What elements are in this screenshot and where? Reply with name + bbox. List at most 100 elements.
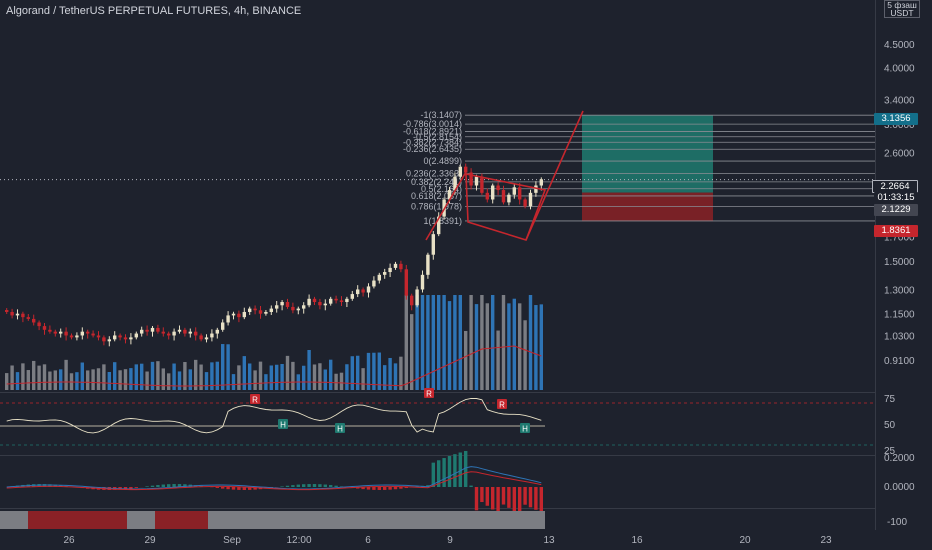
candle-body [296,308,300,311]
volume-bar [275,364,279,390]
macd-signal-line [6,471,542,491]
volume-bar [291,361,295,390]
candle-body [215,329,219,334]
stop-price-badge: 1.8361 [874,225,918,237]
volume-bar [150,361,155,390]
candle-body [118,335,122,338]
volume-bar [539,304,543,390]
candle-body [194,331,198,336]
macd-histogram-bar [534,487,538,510]
volume-bar [64,359,68,390]
volume-bar [221,344,225,390]
macd-histogram-bar [248,487,252,490]
volume-bar [32,360,36,390]
rsi-axis-label: 25 [884,446,896,457]
candle-body [64,331,68,336]
candle-body [350,294,354,299]
volume-bar [96,368,101,390]
candle-body [129,337,133,340]
volume-bar [442,295,446,390]
currency-unit[interactable]: 5 фзаш USDT [884,0,920,18]
unit-label: USDT [890,8,914,18]
rsi-axis-label: 50 [884,420,896,431]
volume-bar [458,295,462,390]
volume-bar [334,373,338,390]
volume-bar [21,363,25,390]
candle-body [512,187,516,195]
rsi-marker-label: R [252,396,258,405]
price-axis-label: 1.5000 [884,257,915,268]
candle-body [329,298,333,304]
candle-body [458,166,462,177]
volume-bar [118,370,122,390]
candle-body [399,263,403,270]
candle-body [420,274,425,290]
macd-histogram-bar [161,484,165,487]
volume-bar [269,365,273,390]
volume-bar [528,295,533,390]
macd-histogram-bar [134,487,138,488]
macd-histogram-bar [464,450,468,487]
fib-label: 0.5(2.164) [421,184,462,194]
volume-bar [48,371,52,390]
candle-body [156,327,160,332]
countdown-badge: 01:33:15 [874,192,918,204]
macd-histogram-bar [469,485,473,487]
candle-body [42,326,47,330]
candle-body [469,172,473,186]
time-axis-label: 26 [63,535,75,546]
volume-bar [410,314,414,390]
macd-histogram-bar [177,484,182,487]
rsi-axis-label: 75 [884,394,896,405]
candle-body [48,329,52,332]
macd-histogram-bar [53,484,57,487]
candle-body [226,315,230,323]
volume-bar [312,364,317,390]
volume-bar [75,372,79,390]
price-axis-label: 1.7000 [884,232,915,243]
rsi-marker-label: H [337,425,343,434]
macd-histogram-bar [307,484,311,487]
rsi-divergence-marker [335,423,345,433]
candle-body [134,333,138,338]
macd-histogram-bar [442,458,446,487]
candle-body [91,333,95,336]
volume-bar [237,365,241,390]
volume-bar [339,372,344,390]
candle-body [183,329,187,334]
volume-bar [210,362,214,390]
candle-body [258,310,263,314]
volume-bar [140,363,144,390]
candle-body [113,335,117,340]
candle-body [188,331,192,334]
volume-bar [161,368,165,390]
volume-bar [447,301,452,390]
rsi-divergence-marker [278,419,288,429]
volume-ma-line [6,345,542,387]
candle-body [167,333,171,336]
candle-body [507,194,511,203]
volume-bar [356,355,360,390]
volume-bar [253,370,257,390]
volume-bar [399,356,403,390]
macd-histogram-bar [156,485,160,487]
candle-body [285,302,290,307]
candle-body [431,234,435,255]
rsi-line [6,397,542,434]
candle-body [415,289,419,306]
volume-bar [242,356,246,390]
candle-body [177,329,182,332]
volume-bar [248,363,252,390]
macd-histogram-bar [285,485,290,487]
macd-histogram-bar [334,485,338,487]
candle-body [366,286,371,293]
volume-bar [480,295,484,390]
signal-segment [155,511,208,529]
macd-histogram-bar [404,487,408,489]
rsi-marker-label: R [499,401,505,410]
candle-body [377,274,381,281]
macd-histogram-bar [491,487,495,510]
macd-histogram-bar [539,487,543,513]
price-axis-label: 0.9100 [884,356,915,367]
